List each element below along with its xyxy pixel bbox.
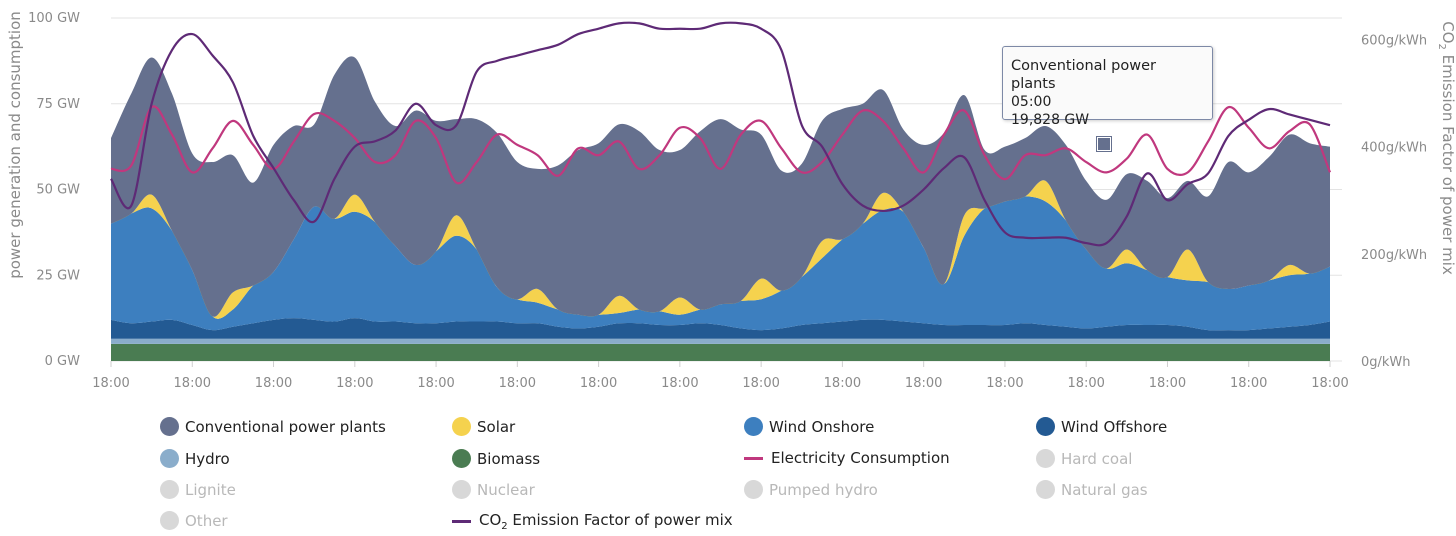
- x-tick-label: 18:00: [661, 376, 698, 391]
- y-axis-title: power generation and consumption: [6, 11, 24, 279]
- x-tick-label: 18:00: [1311, 376, 1348, 391]
- legend-item-lignite[interactable]: Lignite: [160, 480, 236, 499]
- x-tick-label: 18:00: [417, 376, 454, 391]
- x-axis-ticks: 18:00 18:00 18:00 18:00 18:00 18:00 18:00 18:00…: [92, 361, 1349, 391]
- tooltip-time: 05:00: [1011, 94, 1052, 110]
- y-tick-label: 50 GW: [36, 183, 80, 198]
- x-tick-label: 18:00: [255, 376, 292, 391]
- x-tick-label: 18:00: [905, 376, 942, 391]
- legend-item-nuclear[interactable]: Nuclear: [452, 480, 535, 499]
- legend-label: CO2 Emission Factor of power mix: [479, 511, 733, 532]
- hover-marker[interactable]: [1096, 136, 1112, 152]
- dot-swatch-icon: [1036, 417, 1055, 436]
- legend-item-other[interactable]: Other: [160, 511, 228, 530]
- x-tick-label: 18:00: [499, 376, 536, 391]
- y-tick-label: 25 GW: [36, 268, 80, 283]
- dot-swatch-icon: [452, 417, 471, 436]
- y-tick-label: 0 GW: [45, 354, 80, 369]
- y-tick-label: 75 GW: [36, 97, 80, 112]
- legend-item-conventional-power-plants[interactable]: Conventional power plants: [160, 417, 386, 436]
- y2-axis-title: CO2 Emission Factor of power mix: [1436, 21, 1456, 275]
- y2-tick-label: 200g/kWh: [1361, 248, 1427, 263]
- legend-label: Wind Offshore: [1061, 417, 1168, 436]
- legend-label: Electricity Consumption: [771, 449, 950, 467]
- x-tick-label: 18:00: [986, 376, 1023, 391]
- dot-swatch-icon: [160, 417, 179, 436]
- legend-item-hydro[interactable]: Hydro: [160, 449, 230, 468]
- line-swatch-icon: [744, 456, 763, 460]
- legend-label: Natural gas: [1061, 480, 1148, 499]
- x-tick-label: 18:00: [92, 376, 129, 391]
- consumption-line[interactable]: [110, 105, 1332, 185]
- dot-swatch-icon: [744, 417, 763, 436]
- y2-axis-ticks: 0g/kWh 200g/kWh 400g/kWh 600g/kWh: [1361, 33, 1427, 370]
- tooltip-title: Conventional power plants: [1011, 58, 1156, 92]
- legend-item-solar[interactable]: Solar: [452, 417, 515, 436]
- x-tick-label: 18:00: [824, 376, 861, 391]
- x-tick-label: 18:00: [336, 376, 373, 391]
- hydro-area[interactable]: [111, 338, 1330, 344]
- legend-label: Lignite: [185, 480, 236, 499]
- legend-item-biomass[interactable]: Biomass: [452, 449, 540, 468]
- legend-label: Hard coal: [1061, 449, 1133, 468]
- legend-label: Conventional power plants: [185, 417, 386, 436]
- tooltip: Conventional power plants 05:00 19,828 G…: [1002, 46, 1213, 128]
- legend-item-natural-gas[interactable]: Natural gas: [1036, 480, 1148, 499]
- line-swatch-icon: [452, 520, 471, 523]
- x-tick-label: 18:00: [742, 376, 779, 391]
- legend-item-co2-emission[interactable]: CO2 Emission Factor of power mix: [452, 511, 733, 532]
- tooltip-value: 19,828 GW: [1011, 112, 1090, 128]
- legend-item-hard-coal[interactable]: Hard coal: [1036, 449, 1132, 468]
- dot-swatch-icon: [1036, 449, 1055, 468]
- y-axis-ticks: 0 GW 25 GW 50 GW 75 GW 100 GW: [28, 11, 80, 369]
- biomass-area[interactable]: [111, 343, 1330, 361]
- wind-onshore-area[interactable]: [111, 196, 1330, 331]
- x-tick-label: 18:00: [1230, 376, 1267, 391]
- x-tick-label: 18:00: [580, 376, 617, 391]
- y2-tick-label: 400g/kWh: [1361, 141, 1427, 156]
- co2-emission-line[interactable]: [110, 21, 1331, 247]
- legend-label: Other: [185, 511, 228, 530]
- legend-item-pumped-hydro[interactable]: Pumped hydro: [744, 480, 878, 499]
- legend-label: Biomass: [477, 449, 541, 468]
- legend-label: Solar: [477, 417, 516, 436]
- series-lines: [110, 21, 1332, 247]
- dot-swatch-icon: [452, 480, 471, 499]
- y-tick-label: 100 GW: [28, 11, 80, 26]
- dot-swatch-icon: [160, 511, 179, 530]
- dot-swatch-icon: [744, 480, 763, 499]
- legend-label: Wind Onshore: [769, 417, 875, 436]
- legend-label: Nuclear: [477, 480, 535, 499]
- y2-tick-label: 600g/kWh: [1361, 33, 1427, 48]
- legend-item-wind-onshore[interactable]: Wind Onshore: [744, 417, 874, 436]
- legend-item-electricity-consumption[interactable]: Electricity Consumption: [744, 449, 950, 467]
- legend-item-wind-offshore[interactable]: Wind Offshore: [1036, 417, 1167, 436]
- dot-swatch-icon: [160, 480, 179, 499]
- y2-tick-label: 0g/kWh: [1361, 355, 1411, 370]
- dot-swatch-icon: [160, 449, 179, 468]
- x-tick-label: 18:00: [1149, 376, 1186, 391]
- legend-label: Hydro: [185, 449, 230, 468]
- dot-swatch-icon: [452, 449, 471, 468]
- solar-area[interactable]: [111, 180, 1330, 319]
- x-tick-label: 18:00: [1067, 376, 1104, 391]
- x-tick-label: 18:00: [174, 376, 211, 391]
- legend-label: Pumped hydro: [769, 480, 878, 499]
- dot-swatch-icon: [1036, 480, 1055, 499]
